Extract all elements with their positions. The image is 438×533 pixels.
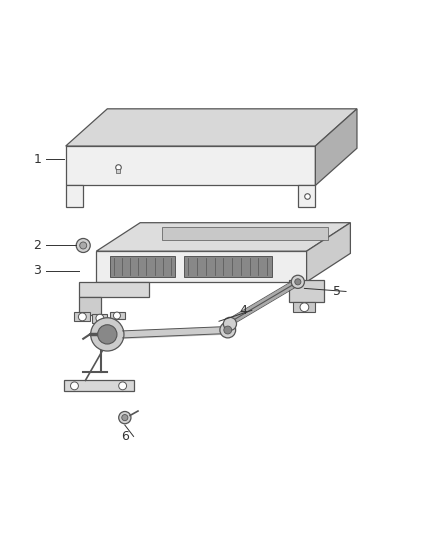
Circle shape	[291, 275, 304, 288]
Circle shape	[78, 313, 86, 321]
Polygon shape	[66, 109, 357, 146]
Polygon shape	[79, 282, 149, 297]
Polygon shape	[96, 251, 307, 282]
Polygon shape	[110, 256, 175, 278]
Circle shape	[98, 325, 117, 344]
Polygon shape	[289, 280, 324, 302]
Circle shape	[295, 279, 301, 285]
Text: 3: 3	[33, 264, 41, 277]
Polygon shape	[307, 223, 350, 282]
Polygon shape	[315, 109, 357, 185]
Text: 2: 2	[33, 239, 41, 252]
Polygon shape	[184, 256, 272, 278]
Polygon shape	[66, 146, 315, 185]
Circle shape	[71, 382, 78, 390]
Circle shape	[300, 303, 309, 312]
Circle shape	[113, 312, 120, 319]
Polygon shape	[298, 185, 315, 207]
Polygon shape	[293, 302, 315, 312]
Circle shape	[96, 314, 104, 322]
Circle shape	[119, 411, 131, 424]
Circle shape	[119, 382, 127, 390]
Text: 1: 1	[33, 152, 41, 166]
Polygon shape	[74, 312, 90, 321]
Circle shape	[91, 318, 124, 351]
Polygon shape	[66, 185, 83, 207]
Polygon shape	[96, 223, 350, 251]
Circle shape	[80, 242, 87, 249]
Text: 5: 5	[333, 285, 341, 298]
Circle shape	[223, 317, 237, 330]
Text: 6: 6	[121, 430, 129, 443]
Polygon shape	[92, 314, 107, 322]
Polygon shape	[110, 312, 125, 319]
Polygon shape	[64, 381, 134, 391]
Circle shape	[76, 238, 90, 253]
Polygon shape	[79, 297, 101, 314]
Circle shape	[220, 322, 236, 338]
Circle shape	[122, 415, 128, 421]
Polygon shape	[162, 227, 328, 240]
Text: 4: 4	[239, 304, 247, 317]
Circle shape	[224, 326, 232, 334]
